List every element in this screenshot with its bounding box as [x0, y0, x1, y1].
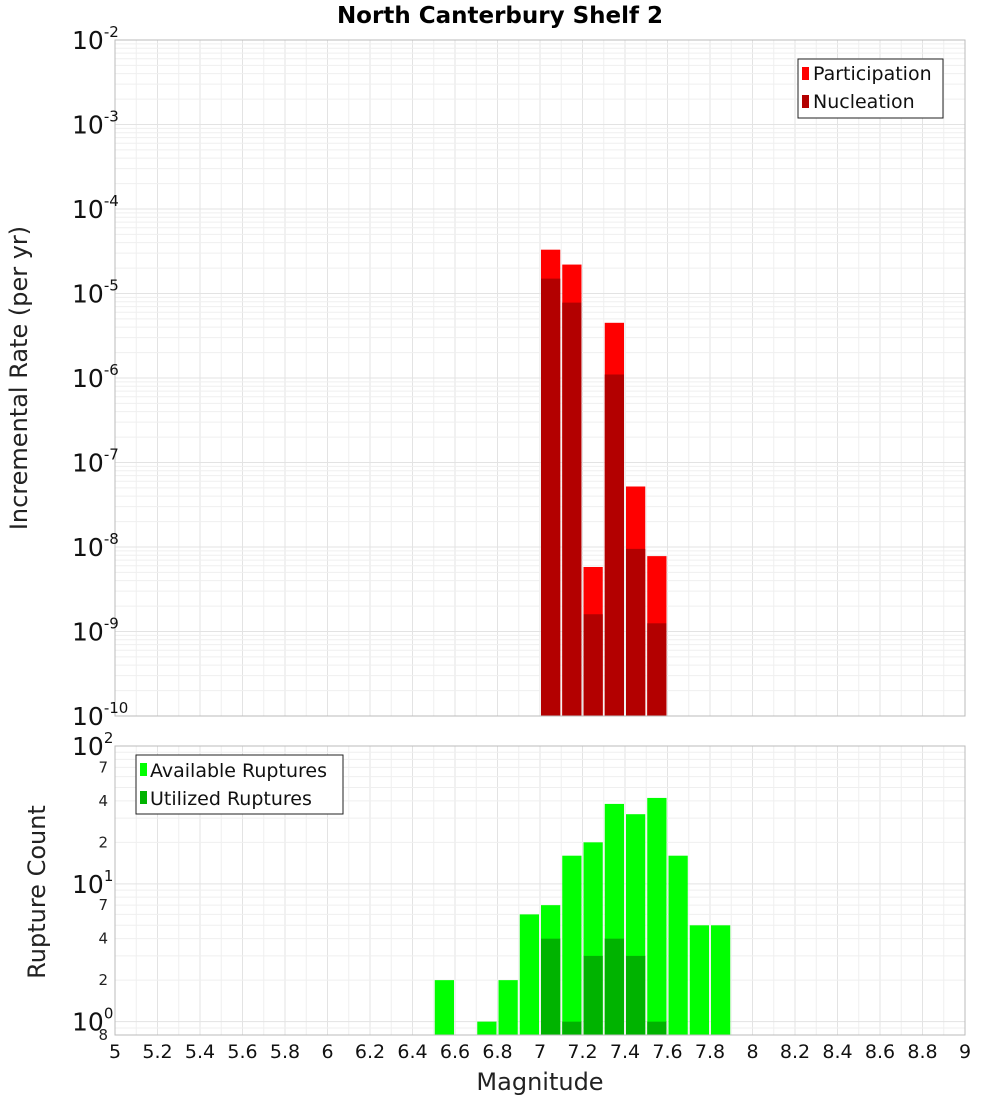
legend-swatch-utilized [140, 791, 147, 804]
y-tick-label: 10-7 [72, 446, 119, 478]
x-tick-label: 8.6 [865, 1041, 895, 1063]
y-tick-label: 10-8 [72, 530, 119, 562]
top-plot-frame [114, 39, 966, 717]
bottom-legend: Available Ruptures Utilized Ruptures [135, 754, 344, 815]
legend-label-participation: Participation [813, 63, 932, 85]
x-tick-label: 5 [109, 1041, 121, 1063]
nucleation-bar [562, 302, 582, 716]
nucleation-bar [647, 623, 667, 716]
y-tick-label: 10-6 [72, 361, 119, 393]
chart-title: North Canterbury Shelf 2 [337, 3, 663, 29]
y-tick-label: 10-2 [72, 23, 119, 55]
legend-label-utilized: Utilized Ruptures [150, 788, 312, 810]
bottom-y-axis-ticks: 100 101 102 8 2 4 7 2 4 7 [72, 729, 113, 1044]
legend-swatch-participation [802, 67, 809, 80]
y-minor-tick-label: 8 [98, 1026, 108, 1044]
top-plot-grid [114, 40, 966, 717]
x-tick-label: 7 [534, 1041, 546, 1063]
bottom-y-axis-label: Rupture Count [23, 805, 51, 979]
legend-swatch-nucleation [802, 95, 809, 108]
y-tick-label: 10-9 [72, 615, 119, 647]
utilized-ruptures-bar [541, 938, 561, 1035]
x-axis-ticks: 5 5.2 5.4 5.6 5.8 6 6.2 6.4 6.6 6.8 7 7.2 7.4 7.6 7.8 8… [109, 1041, 971, 1063]
x-tick-label: 6 [321, 1041, 333, 1063]
utilized-ruptures-bar [562, 1021, 582, 1035]
y-tick-label: 10-10 [72, 699, 128, 731]
x-tick-label: 6.2 [355, 1041, 385, 1063]
y-minor-tick-label: 4 [98, 930, 108, 948]
top-legend: Participation Nucleation [797, 58, 944, 119]
x-tick-label: 7.6 [652, 1041, 682, 1063]
available-ruptures-bar [519, 914, 539, 1035]
available-ruptures-bar [477, 1021, 497, 1035]
bottom-legend-box [135, 754, 344, 815]
available-ruptures-bar [668, 855, 688, 1035]
y-minor-tick-label: 2 [98, 971, 108, 989]
y-minor-tick-label: 7 [98, 896, 108, 914]
y-minor-tick-label: 4 [98, 792, 108, 810]
x-tick-label: 6.4 [397, 1041, 427, 1063]
utilized-ruptures-bar [647, 1021, 667, 1035]
available-ruptures-bar [711, 925, 731, 1035]
x-tick-label: 5.8 [270, 1041, 300, 1063]
x-tick-label: 6.8 [482, 1041, 512, 1063]
x-tick-label: 5.2 [142, 1041, 172, 1063]
legend-label-nucleation: Nucleation [813, 91, 915, 113]
x-axis-label: Magnitude [476, 1068, 603, 1096]
y-tick-label: 101 [72, 867, 113, 899]
x-tick-label: 8.8 [907, 1041, 937, 1063]
x-tick-label: 5.6 [227, 1041, 257, 1063]
nucleation-bar [604, 374, 624, 716]
y-tick-label: 102 [72, 729, 113, 761]
available-ruptures-bar [647, 797, 667, 1035]
y-minor-tick-label: 7 [98, 758, 108, 776]
bottom-plot-frame [114, 745, 966, 1036]
available-ruptures-bar [562, 855, 582, 1035]
top-y-axis-ticks: 10-10 10-9 10-8 10-7 10-6 10-5 10-4 10-3 10-2 [72, 23, 128, 731]
bottom-plot-bars [434, 797, 731, 1035]
y-tick-label: 10-5 [72, 277, 119, 309]
nucleation-bar [541, 278, 561, 716]
available-ruptures-bar [434, 980, 454, 1035]
x-tick-label: 5.4 [185, 1041, 215, 1063]
y-minor-tick-label: 2 [98, 833, 108, 851]
x-tick-label: 7.4 [610, 1041, 640, 1063]
utilized-ruptures-bar [604, 938, 624, 1035]
legend-label-available: Available Ruptures [150, 760, 327, 782]
nucleation-bar [583, 614, 603, 716]
top-y-axis-label: Incremental Rate (per yr) [5, 226, 33, 530]
x-tick-label: 6.6 [440, 1041, 470, 1063]
x-tick-label: 8 [746, 1041, 758, 1063]
top-plot-bars [541, 249, 667, 716]
y-tick-label: 100 [72, 1005, 113, 1037]
x-tick-label: 9 [959, 1041, 971, 1063]
x-tick-label: 7.8 [695, 1041, 725, 1063]
x-tick-label: 8.2 [780, 1041, 810, 1063]
y-tick-label: 10-4 [72, 192, 119, 224]
legend-swatch-available [140, 763, 147, 776]
utilized-ruptures-bar [583, 955, 603, 1035]
x-tick-label: 7.2 [567, 1041, 597, 1063]
nucleation-bar [626, 548, 646, 716]
y-tick-label: 10-3 [72, 108, 119, 140]
available-ruptures-bar [689, 925, 709, 1035]
available-ruptures-bar [498, 980, 518, 1035]
top-legend-box [797, 58, 944, 119]
x-tick-label: 8.4 [822, 1041, 852, 1063]
utilized-ruptures-bar [626, 955, 646, 1035]
